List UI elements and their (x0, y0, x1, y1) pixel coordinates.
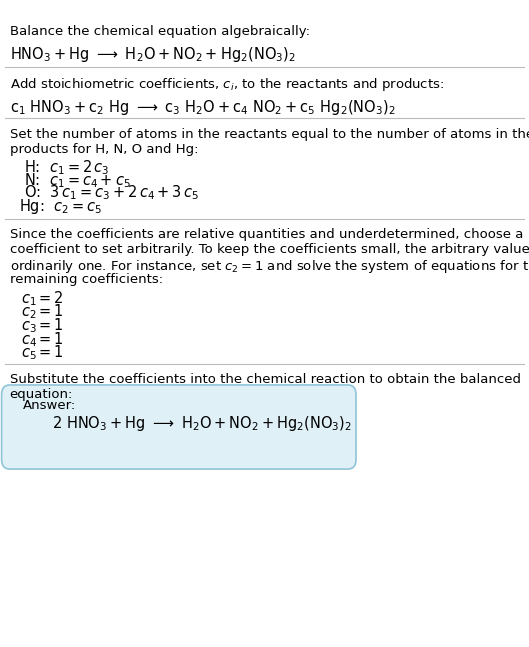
Text: Set the number of atoms in the reactants equal to the number of atoms in the: Set the number of atoms in the reactants… (10, 128, 529, 141)
Text: Balance the chemical equation algebraically:: Balance the chemical equation algebraica… (10, 25, 309, 38)
Text: Answer:: Answer: (23, 399, 76, 411)
Text: O:  $3\,c_1 = c_3 + 2\,c_4 + 3\,c_5$: O: $3\,c_1 = c_3 + 2\,c_4 + 3\,c_5$ (24, 184, 199, 203)
Text: $c_5 = 1$: $c_5 = 1$ (21, 344, 64, 362)
Text: Hg:  $c_2 = c_5$: Hg: $c_2 = c_5$ (19, 197, 102, 215)
Text: products for H, N, O and Hg:: products for H, N, O and Hg: (10, 143, 198, 156)
Text: remaining coefficients:: remaining coefficients: (10, 273, 162, 286)
Text: $c_4 = 1$: $c_4 = 1$ (21, 330, 64, 349)
Text: $\mathrm{2 \ HNO_3 + Hg \ \longrightarrow \ H_2O + NO_2 + Hg_2(NO_3)_2}$: $\mathrm{2 \ HNO_3 + Hg \ \longrightarro… (52, 414, 352, 433)
Text: Substitute the coefficients into the chemical reaction to obtain the balanced: Substitute the coefficients into the che… (10, 373, 521, 386)
Text: $c_2 = 1$: $c_2 = 1$ (21, 303, 64, 322)
Text: $\mathrm{c_1 \ HNO_3 + c_2 \ Hg \ \longrightarrow \ c_3 \ H_2O + c_4 \ NO_2 + c_: $\mathrm{c_1 \ HNO_3 + c_2 \ Hg \ \longr… (10, 98, 395, 117)
Text: N:  $c_1 = c_4 + c_5$: N: $c_1 = c_4 + c_5$ (24, 171, 131, 190)
Text: $c_3 = 1$: $c_3 = 1$ (21, 316, 64, 335)
Text: H:  $c_1 = 2\,c_3$: H: $c_1 = 2\,c_3$ (24, 158, 110, 177)
Text: ordinarily one. For instance, set $c_2 = 1$ and solve the system of equations fo: ordinarily one. For instance, set $c_2 =… (10, 258, 529, 275)
Text: coefficient to set arbitrarily. To keep the coefficients small, the arbitrary va: coefficient to set arbitrarily. To keep … (10, 243, 529, 256)
Text: Add stoichiometric coefficients, $c_i$, to the reactants and products:: Add stoichiometric coefficients, $c_i$, … (10, 76, 444, 93)
Text: equation:: equation: (10, 388, 73, 401)
Text: $c_1 = 2$: $c_1 = 2$ (21, 289, 64, 308)
Text: $\mathrm{HNO_3 + Hg \ \longrightarrow \ H_2O + NO_2 + Hg_2(NO_3)_2}$: $\mathrm{HNO_3 + Hg \ \longrightarrow \ … (10, 45, 296, 64)
Text: Since the coefficients are relative quantities and underdetermined, choose a: Since the coefficients are relative quan… (10, 228, 523, 241)
FancyBboxPatch shape (2, 385, 356, 469)
